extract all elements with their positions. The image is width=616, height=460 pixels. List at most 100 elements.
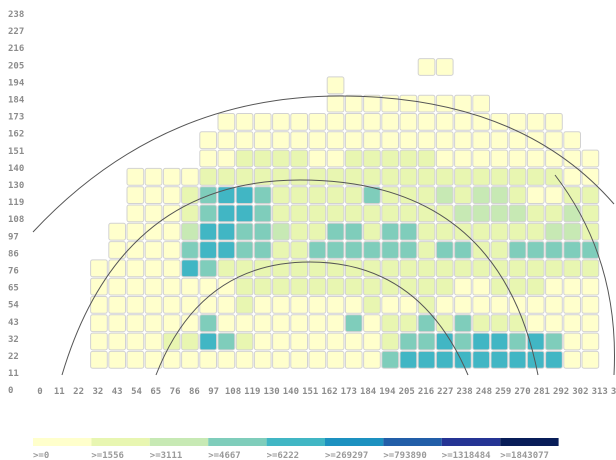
heatmap-cell: [473, 278, 490, 295]
heatmap-cell: [109, 315, 126, 332]
heatmap-cell: [400, 205, 417, 222]
x-tick-label: 270: [514, 387, 530, 397]
heatmap-cell: [327, 77, 344, 94]
heatmap-cell: [382, 187, 399, 204]
heatmap-cell: [455, 187, 472, 204]
heatmap-cell: [309, 150, 326, 167]
heatmap-cell: [345, 114, 362, 131]
heatmap-cell: [163, 242, 180, 259]
heatmap-cell: [418, 260, 435, 277]
heatmap-cell: [327, 95, 344, 112]
heatmap-cell: [127, 168, 144, 185]
heatmap-cell: [254, 333, 271, 350]
legend-swatch: [442, 438, 500, 446]
x-tick-label: 108: [225, 387, 241, 397]
y-tick-label: 238: [8, 10, 24, 20]
heatmap-cell: [491, 333, 508, 350]
heatmap-cell: [200, 150, 217, 167]
y-tick-label: 140: [8, 164, 24, 174]
heatmap-cell: [327, 132, 344, 149]
heatmap-cell: [491, 297, 508, 314]
heatmap-cell: [473, 297, 490, 314]
heatmap-cell: [400, 168, 417, 185]
heatmap-cell: [400, 132, 417, 149]
x-tick-label: 11: [54, 387, 65, 397]
heatmap-cell: [236, 315, 253, 332]
heatmap-cell: [436, 114, 453, 131]
heatmap-cell: [546, 333, 563, 350]
heatmap-cell: [418, 242, 435, 259]
heatmap-cell: [163, 223, 180, 240]
heatmap-cell: [455, 351, 472, 368]
heatmap-cell: [236, 242, 253, 259]
heatmap-cell: [473, 187, 490, 204]
heatmap-cell: [145, 205, 162, 222]
heatmap-cell: [309, 114, 326, 131]
y-tick-label: 43: [8, 318, 19, 328]
heatmap-cell: [364, 242, 381, 259]
heatmap-cell: [291, 132, 308, 149]
heatmap-cell: [546, 351, 563, 368]
heatmap-cell: [527, 297, 544, 314]
heatmap-cell: [491, 223, 508, 240]
heatmap-cell: [436, 242, 453, 259]
heatmap-cell: [309, 168, 326, 185]
heatmap-cell: [473, 260, 490, 277]
heatmap-cell: [436, 223, 453, 240]
heatmap-cell: [455, 242, 472, 259]
heatmap-cell: [145, 278, 162, 295]
legend-label: >=1556: [91, 451, 124, 460]
heatmap-cell: [200, 242, 217, 259]
heatmap-cell: [273, 278, 290, 295]
heatmap-cell: [509, 168, 526, 185]
heatmap-cell: [491, 278, 508, 295]
heatmap-cell: [163, 260, 180, 277]
x-tick-label: 173: [341, 387, 357, 397]
y-tick-label: 32: [8, 335, 19, 345]
heatmap-cell: [546, 150, 563, 167]
heatmap-cell: [182, 260, 199, 277]
heatmap-cell: [546, 187, 563, 204]
heatmap-cell: [400, 297, 417, 314]
heatmap-cell: [473, 168, 490, 185]
heatmap-cell: [145, 333, 162, 350]
heatmap-cell: [345, 223, 362, 240]
heatmap-cell: [291, 205, 308, 222]
x-tick-label: 205: [399, 387, 415, 397]
x-tick-label: 22: [73, 387, 84, 397]
y-tick-label: 54: [8, 301, 19, 311]
heatmap-cell: [473, 351, 490, 368]
heatmap-cell: [127, 278, 144, 295]
heatmap-cell: [436, 168, 453, 185]
heatmap-cell: [436, 95, 453, 112]
heatmap-cell: [273, 187, 290, 204]
heatmap-cell: [509, 223, 526, 240]
heatmap-cell: [345, 297, 362, 314]
heatmap-cell: [364, 132, 381, 149]
x-tick-label: 194: [379, 387, 396, 397]
heatmap-cell: [491, 168, 508, 185]
heatmap-cell: [527, 114, 544, 131]
heatmap-cell: [400, 333, 417, 350]
heatmap-cell: [455, 333, 472, 350]
legend-label: >=0: [33, 451, 49, 460]
heatmap-cell: [582, 150, 599, 167]
heatmap-cell: [345, 351, 362, 368]
heatmap-cell: [382, 315, 399, 332]
heatmap-cell: [327, 187, 344, 204]
heatmap-cell: [345, 278, 362, 295]
y-tick-label: 22: [8, 352, 19, 362]
heatmap-cell: [564, 242, 581, 259]
heatmap-cell: [309, 187, 326, 204]
heatmap-cell: [127, 260, 144, 277]
heatmap-cell: [491, 315, 508, 332]
legend-swatch: [150, 438, 208, 446]
heatmap-cell: [382, 351, 399, 368]
heatmap-cell: [291, 315, 308, 332]
heatmap-cell: [309, 297, 326, 314]
heatmap-cell: [273, 351, 290, 368]
heatmap-cell: [218, 205, 235, 222]
heatmap-cell: [400, 260, 417, 277]
heatmap-cell: [509, 297, 526, 314]
heatmap-cell: [163, 351, 180, 368]
